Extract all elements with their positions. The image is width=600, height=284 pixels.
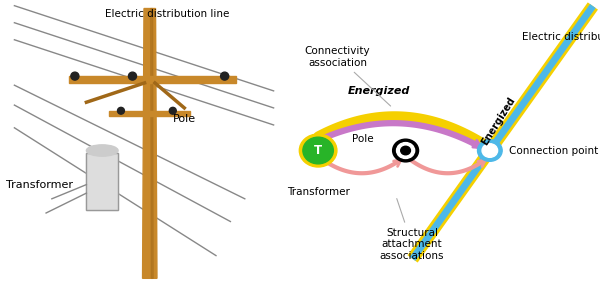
Polygon shape	[151, 9, 153, 278]
Text: Connection point: Connection point	[509, 145, 599, 156]
Text: Energized: Energized	[479, 95, 517, 147]
Text: Structural
attachment
associations: Structural attachment associations	[380, 199, 445, 261]
Circle shape	[303, 137, 334, 164]
Text: Energized: Energized	[347, 86, 410, 96]
Circle shape	[478, 140, 502, 161]
Text: Pole: Pole	[352, 134, 373, 144]
Bar	[109, 111, 190, 116]
Text: Electric distribution line: Electric distribution line	[105, 9, 229, 18]
Circle shape	[401, 146, 410, 155]
Circle shape	[221, 72, 229, 80]
Circle shape	[299, 134, 337, 167]
Text: Connectivity
association: Connectivity association	[305, 46, 391, 106]
Circle shape	[71, 72, 79, 80]
Circle shape	[482, 144, 497, 157]
Text: Transformer: Transformer	[287, 187, 350, 197]
Text: Electric distribution line: Electric distribution line	[522, 32, 600, 42]
Ellipse shape	[86, 145, 118, 156]
Polygon shape	[143, 9, 157, 278]
Circle shape	[169, 107, 176, 114]
Text: Pole: Pole	[173, 114, 196, 124]
Circle shape	[118, 107, 124, 114]
Circle shape	[392, 139, 419, 162]
Text: Transformer: Transformer	[6, 179, 73, 190]
Bar	[69, 76, 236, 83]
Text: T: T	[314, 144, 322, 157]
Circle shape	[397, 143, 415, 158]
Bar	[86, 153, 118, 210]
Bar	[86, 153, 118, 210]
Circle shape	[128, 72, 137, 80]
